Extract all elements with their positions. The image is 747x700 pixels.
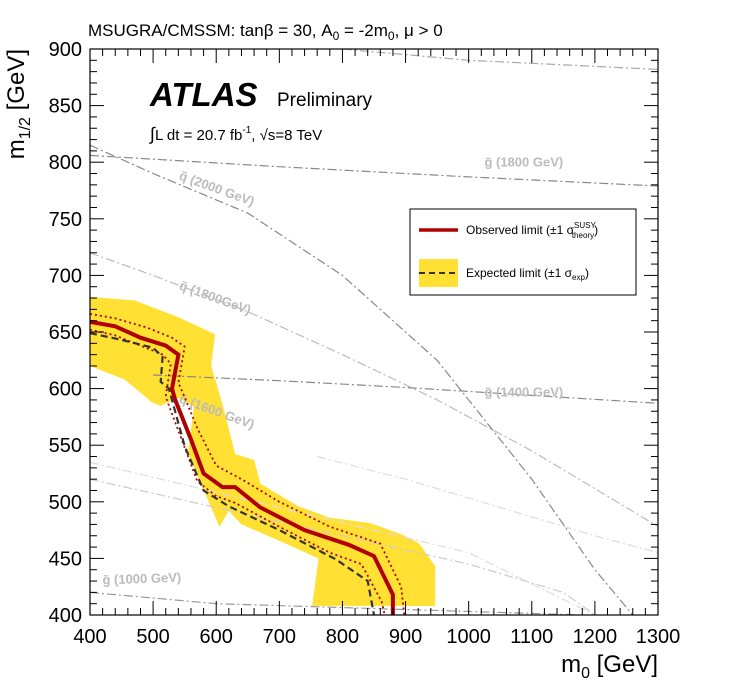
legend-expected-label: Expected limit (±1 σexp) [466, 266, 589, 282]
y-tick-label: 700 [49, 265, 82, 287]
contour-label-1: g̃ (1400 GeV) [484, 385, 563, 400]
y-axis-title: m1/2 [GeV] [3, 49, 34, 159]
y-tick-label: 750 [49, 209, 82, 231]
x-tick-label: 1300 [636, 626, 681, 648]
y-tick-label: 650 [49, 322, 82, 344]
contour-line-8 [317, 455, 658, 554]
contour-line-1 [90, 252, 658, 528]
y-tick-label: 550 [49, 435, 82, 457]
contour-line-5 [153, 374, 658, 404]
x-tick-label: 1100 [510, 626, 553, 648]
x-tick-label: 400 [73, 626, 106, 648]
contour-line-4 [90, 154, 658, 187]
luminosity-label: ∫L dt = 20.7 fb-1, √s=8 TeV [148, 124, 322, 144]
x-tick-label: 800 [326, 626, 359, 648]
contour-line-2 [90, 144, 634, 615]
y-tick-label: 900 [49, 39, 82, 61]
contour-line-6 [90, 478, 596, 615]
contour-label-5: g̃ (1800 GeV) [484, 155, 563, 170]
x-tick-label: 500 [136, 626, 169, 648]
limit-curves [90, 313, 406, 615]
contour-label-0: g̃ (1000 GeV) [102, 570, 181, 588]
y-tick-label: 600 [49, 379, 82, 401]
axis-ticks: 400 500 600 700 800 900 1000 1100 1200 1300 400 450… [49, 39, 681, 648]
observed-theory-band-line-2 [90, 328, 386, 615]
x-tick-label: 600 [200, 626, 233, 648]
legend-observed-label: Observed limit (±1 σSUSY theory) [466, 221, 598, 240]
preliminary-label: Preliminary [277, 90, 373, 111]
x-tick-label: 700 [263, 626, 296, 648]
x-tick-label: 1000 [446, 626, 491, 648]
contour-line-3 [337, 49, 658, 70]
x-tick-label: 900 [389, 626, 422, 648]
y-tick-label: 450 [49, 548, 82, 570]
observed-limit-line [90, 319, 395, 615]
y-tick-label: 800 [49, 152, 82, 174]
y-tick-label: 400 [49, 605, 82, 627]
x-axis-title: m0 [GeV] [561, 651, 658, 682]
y-tick-label: 500 [49, 492, 82, 514]
plot-header: MSUGRA/CMSSM: tanβ = 30, A0 = -2m0, μ > … [88, 21, 443, 43]
y-tick-label: 850 [49, 96, 82, 118]
x-tick-label: 1200 [573, 626, 618, 648]
atlas-label: ATLAS [149, 76, 258, 113]
contour-line-7 [90, 461, 596, 615]
legend: Observed limit (±1 σSUSY theory) Expected… [409, 208, 637, 296]
